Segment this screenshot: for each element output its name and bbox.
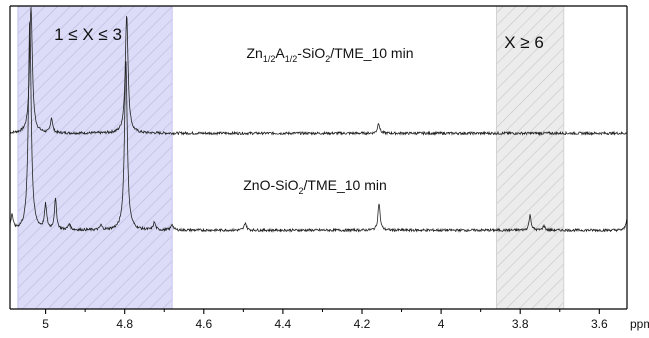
shaded-regions bbox=[17, 5, 565, 310]
x-tick-label: 3.8 bbox=[512, 317, 529, 331]
spectrum-traces bbox=[10, 7, 627, 234]
series-label-part: 2 bbox=[325, 54, 330, 64]
x-tick-label: 4.4 bbox=[275, 317, 292, 331]
series-label-part: /TME_10 min bbox=[304, 177, 387, 193]
x-tick-label: 4 bbox=[438, 317, 445, 331]
x-axis-label: ppm bbox=[630, 317, 649, 331]
series-label-part: ZnO-SiO bbox=[243, 177, 298, 193]
x-tick-label: 5 bbox=[42, 317, 49, 331]
region-label-1: 1 ≤ X ≤ 3 bbox=[54, 25, 122, 44]
shaded-region-2 bbox=[495, 5, 565, 310]
region-label-2: X ≥ 6 bbox=[504, 33, 544, 52]
series-label-part: 1/2 bbox=[263, 54, 276, 64]
series-label-part: 2 bbox=[298, 186, 303, 196]
series-label-part: /TME_10 min bbox=[330, 45, 413, 61]
axes: 5 4.8 4.6 4.4 4.2 4 3.8 3.6 ppm bbox=[9, 5, 649, 331]
spectrum-trace-1 bbox=[10, 7, 627, 137]
spectrum-trace-2 bbox=[10, 21, 627, 234]
shaded-region-1 bbox=[17, 5, 173, 310]
series-label-1: Zn1/2A1/2-SiO2/TME_10 min bbox=[247, 45, 414, 64]
x-tick-label: 3.6 bbox=[591, 317, 608, 331]
series-label-part: -SiO bbox=[297, 45, 325, 61]
x-tick-label: 4.6 bbox=[195, 317, 212, 331]
series-label-part: Zn bbox=[247, 45, 263, 61]
series-label-part: 1/2 bbox=[285, 54, 298, 64]
series-label-part: A bbox=[275, 45, 285, 61]
x-tick-label: 4.8 bbox=[116, 317, 133, 331]
x-tick-label: 4.2 bbox=[354, 317, 371, 331]
series-label-2: ZnO-SiO2/TME_10 min bbox=[243, 177, 387, 196]
